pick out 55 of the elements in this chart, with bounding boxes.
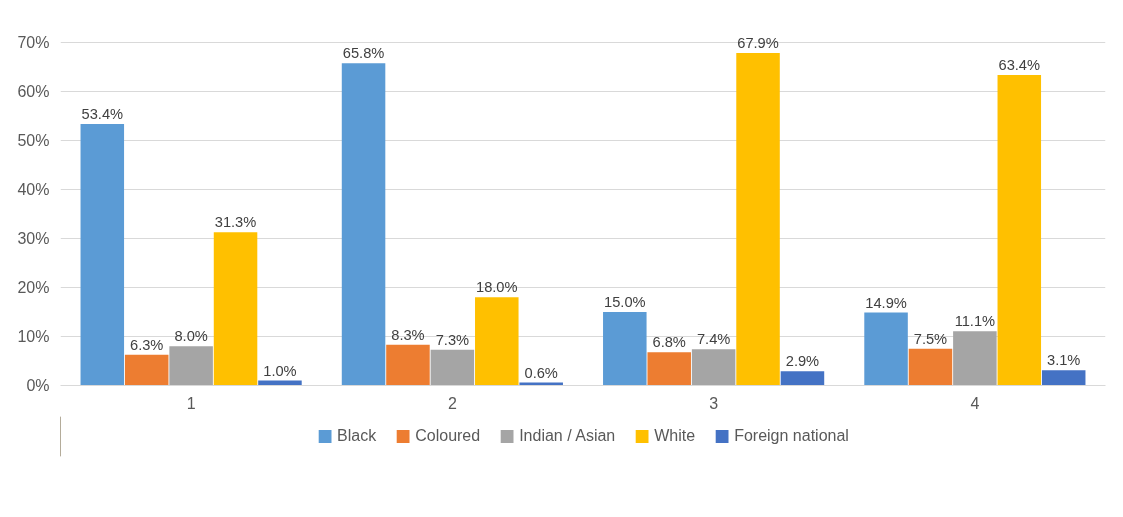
bar: [124, 354, 169, 386]
data-label: 7.3%: [435, 331, 470, 348]
data-label: 1.0%: [263, 362, 297, 379]
data-label: 63.4%: [998, 56, 1041, 73]
bar: [475, 297, 519, 386]
bar: [341, 63, 386, 386]
bar: [908, 348, 953, 386]
bar: [80, 123, 125, 386]
bar: [386, 344, 430, 386]
bar: [430, 349, 475, 386]
data-label: 67.9%: [737, 34, 779, 51]
bar: [997, 74, 1042, 386]
legend-label: Foreign national: [734, 427, 849, 445]
bar: [1041, 370, 1086, 386]
bar: [864, 312, 908, 386]
x-tick-label: 4: [970, 394, 980, 412]
data-label: 65.8%: [342, 45, 385, 62]
x-tick-label: 2: [447, 394, 457, 412]
bar: [647, 352, 691, 386]
x-tick-label: 1: [186, 394, 196, 412]
legend-label: Black: [337, 427, 377, 445]
data-label: 0.6%: [524, 364, 558, 381]
legend-label: Coloured: [415, 427, 481, 445]
y-tick-label: 0%: [26, 377, 50, 394]
y-tick-label: 20%: [17, 279, 50, 297]
data-label: 11.1%: [954, 313, 996, 330]
y-tick-label: 10%: [17, 328, 50, 346]
data-label: 14.9%: [865, 294, 907, 311]
data-label: 6.3%: [130, 336, 164, 353]
data-label: 7.5%: [913, 330, 948, 347]
data-label: 53.4%: [81, 105, 124, 122]
y-tick-label: 70%: [17, 34, 50, 52]
data-label: 8.3%: [391, 326, 425, 343]
legend-label: Indian / Asian: [519, 427, 616, 445]
y-tick-label: 50%: [17, 132, 50, 150]
y-tick-label: 60%: [17, 83, 50, 101]
bar: [780, 371, 825, 386]
data-label: 15.0%: [604, 294, 646, 311]
data-label: 31.3%: [214, 214, 257, 231]
bar: [736, 52, 780, 386]
bar: [953, 331, 997, 386]
data-label: 2.9%: [785, 353, 820, 370]
bar: [169, 346, 213, 386]
y-tick-label: 40%: [17, 181, 50, 199]
x-tick-label: 3: [709, 394, 719, 412]
bar: [213, 232, 258, 386]
data-label: 7.4%: [696, 331, 731, 348]
legend-label: White: [654, 427, 696, 445]
y-tick-label: 30%: [17, 230, 50, 248]
data-label: 3.1%: [1047, 352, 1081, 369]
data-label: 6.8%: [652, 334, 686, 351]
data-label: 18.0%: [476, 279, 518, 296]
bar: [603, 312, 647, 386]
data-label: 8.0%: [174, 328, 208, 345]
bar: [691, 349, 736, 386]
